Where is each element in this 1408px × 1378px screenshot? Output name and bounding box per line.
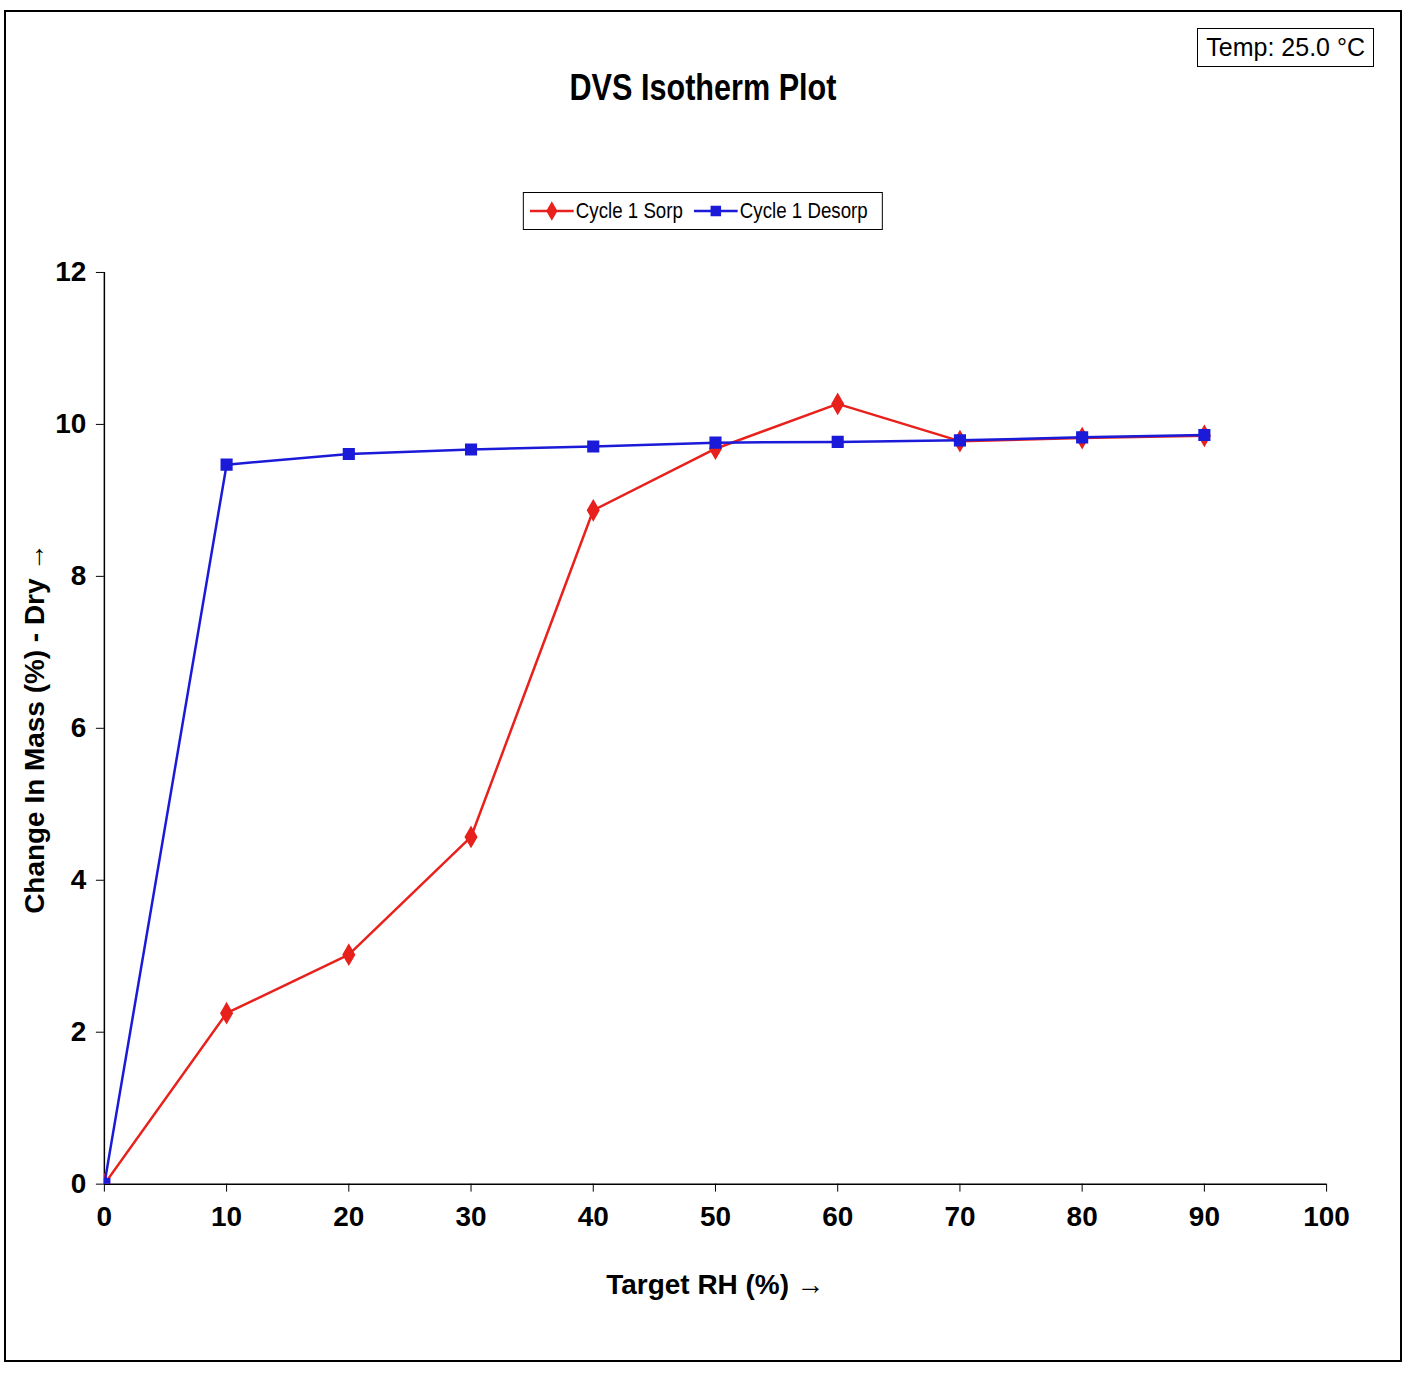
svg-text:80: 80 — [1067, 1201, 1098, 1232]
svg-text:0: 0 — [97, 1201, 113, 1232]
html-text:Cycle 1 Desorp: Cycle 1 Desorp — [739, 198, 868, 223]
svg-text:60: 60 — [822, 1201, 853, 1232]
svg-text:12: 12 — [55, 256, 86, 287]
svg-text:10: 10 — [55, 408, 86, 439]
html-text:DVS Isotherm Plot: DVS Isotherm Plot — [569, 67, 837, 108]
svg-text:30: 30 — [455, 1201, 486, 1232]
svg-text:8: 8 — [71, 560, 87, 591]
svg-text:20: 20 — [333, 1201, 364, 1232]
html-text:Cycle 1 Sorp: Cycle 1 Sorp — [575, 198, 683, 223]
svg-text:0: 0 — [71, 1168, 87, 1199]
svg-text:Target RH (%) →: Target RH (%) → — [606, 1269, 824, 1300]
svg-text:70: 70 — [944, 1201, 975, 1232]
svg-text:6: 6 — [71, 712, 87, 743]
svg-text:4: 4 — [71, 864, 87, 895]
svg-text:Change In Mass (%) - Dry →: Change In Mass (%) - Dry → — [19, 543, 50, 914]
html-text:Temp: 25.0 °C: Temp: 25.0 °C — [1206, 33, 1365, 61]
svg-text:40: 40 — [578, 1201, 609, 1232]
svg-text:90: 90 — [1189, 1201, 1220, 1232]
svg-text:100: 100 — [1303, 1201, 1350, 1232]
svg-text:50: 50 — [700, 1201, 731, 1232]
svg-text:10: 10 — [211, 1201, 242, 1232]
svg-text:2: 2 — [71, 1016, 87, 1047]
